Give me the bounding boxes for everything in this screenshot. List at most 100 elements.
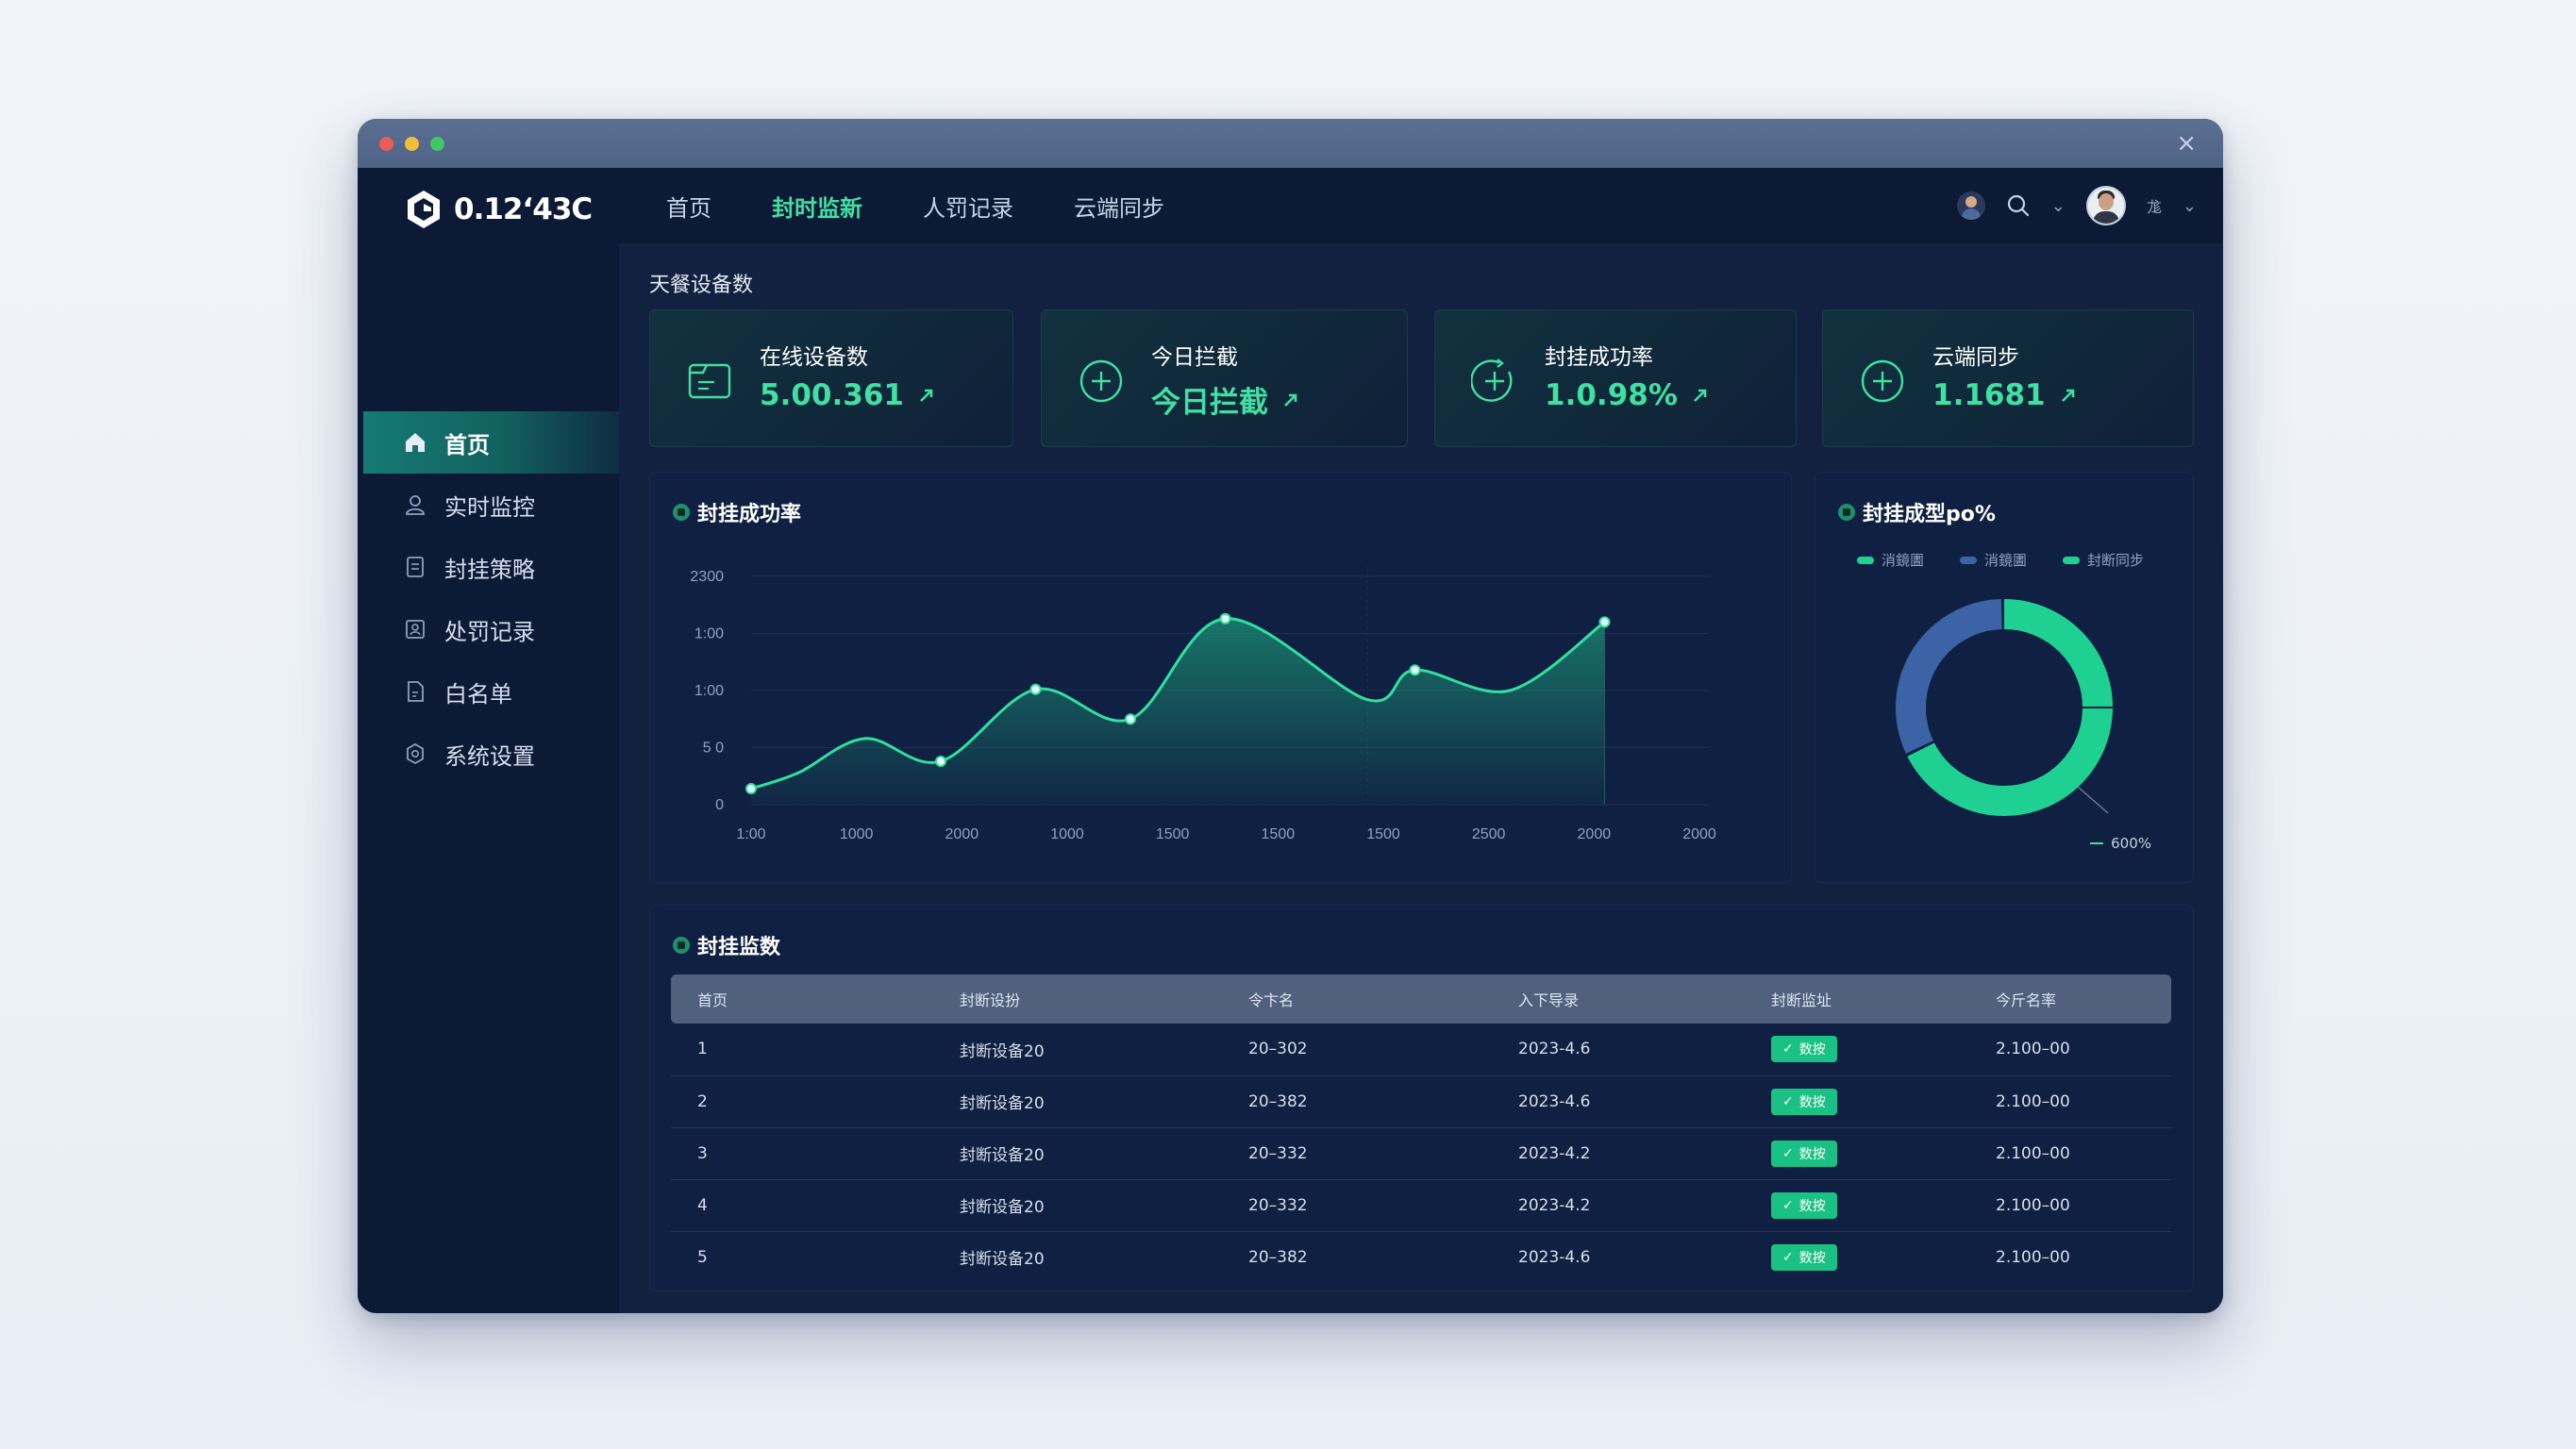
cell-device-code: 20–332 xyxy=(1222,1127,1492,1180)
data-point xyxy=(1219,612,1231,625)
column-header[interactable]: 首页 xyxy=(671,974,933,1024)
cell-record-date: 2023-4.6 xyxy=(1492,1024,1745,1076)
donut-chart-panel: 封挂成型po% 消鏡圕 消鏡圕 封断同步 600% xyxy=(1815,472,2194,883)
panel-title: 封挂监数 xyxy=(697,936,781,959)
status-badge[interactable]: ✓ 数按 xyxy=(1771,1191,1837,1219)
legend-label: 消鏡圕 xyxy=(1984,552,2028,569)
x-tick-label: 1500 xyxy=(1156,826,1190,842)
trend-up-icon xyxy=(1284,393,1297,407)
nav-tabs: 首页 封时监新 人罚记录 云端同步 xyxy=(666,168,1164,243)
sidebar-item-label: 处罚记录 xyxy=(444,618,535,645)
cell-device-code: 20–302 xyxy=(1222,1024,1492,1076)
maximize-window-dot[interactable] xyxy=(430,137,444,151)
cell-device-name: 封断设备20 xyxy=(933,1179,1222,1232)
plus-circle-icon xyxy=(1079,359,1123,403)
donut-slice[interactable] xyxy=(1896,599,2113,816)
app-window: × 0.12ʻ43C 首页 封时监新 人罚记录 云端同步 ⌄ xyxy=(358,119,2223,1313)
cell-device-name: 封断设备20 xyxy=(933,1024,1222,1076)
stat-value: 1.0.98% xyxy=(1545,378,1678,412)
table-row[interactable]: 4 封断设备20 20–332 2023-4.2 ✓ 数按 2.100–00 xyxy=(671,1179,2171,1232)
sidebar-item-label: 实时监控 xyxy=(444,493,535,521)
tab-monitor[interactable]: 封时监新 xyxy=(772,194,862,222)
donut-callout: 600% xyxy=(2090,835,2151,852)
sidebar-item-label: 白名单 xyxy=(444,680,512,708)
y-tick-label: 1:00 xyxy=(694,683,724,699)
refresh-plus-icon xyxy=(1471,358,1513,402)
close-icon[interactable]: × xyxy=(2176,129,2197,158)
stat-label: 今日拦截 xyxy=(1151,345,1238,370)
cell-rate: 2.100–00 xyxy=(1996,1247,2070,1267)
legend-swatch xyxy=(1960,556,1978,564)
table-row[interactable]: 1 封断设备20 20–302 2023-4.6 ✓ 数按 2.100–00 xyxy=(671,1024,2171,1076)
y-tick-label: 2300 xyxy=(690,569,724,585)
sidebar-item-penalty-records[interactable]: 处罚记录 xyxy=(363,598,619,660)
tab-penalty-records[interactable]: 人罚记录 xyxy=(923,194,1013,222)
search-icon[interactable] xyxy=(2006,193,2031,218)
cell-record-date: 2023-4.6 xyxy=(1518,1247,1591,1267)
donut-legend: 消鏡圕 消鏡圕 封断同步 xyxy=(1857,550,2144,570)
table-row[interactable]: 5 封断设备20 20–382 2023-4.6 ✓ 数按 2.100–00 xyxy=(671,1231,2171,1283)
legend-item[interactable]: 消鏡圕 xyxy=(1857,550,1924,570)
stat-value-row: 今日拦截 xyxy=(1151,378,1300,421)
x-tick-label: 1000 xyxy=(1050,826,1084,842)
area-fill xyxy=(751,618,1605,805)
cell-device-code: 20–332 xyxy=(1222,1179,1492,1232)
column-header[interactable]: 令卞名 xyxy=(1222,974,1492,1024)
x-tick-label: 2000 xyxy=(945,826,979,842)
tab-cloud-sync[interactable]: 云端同步 xyxy=(1074,194,1164,222)
stat-value-row: 1.0.98% xyxy=(1545,378,1710,412)
status-badge[interactable]: ✓ 数按 xyxy=(1771,1036,1837,1063)
status-badge[interactable]: ✓ 数按 xyxy=(1771,1140,1837,1167)
x-tick-label: 1000 xyxy=(840,826,874,842)
stat-card-ban-success-rate[interactable]: 封挂成功率 1.0.98% xyxy=(1434,309,1797,447)
column-header[interactable]: 今斤名率 xyxy=(1969,974,2171,1024)
donut-callout-value: 600% xyxy=(2111,835,2151,852)
status-badge[interactable]: ✓ 数按 xyxy=(1771,1088,1837,1115)
brand-logo-icon xyxy=(408,191,440,228)
column-header[interactable]: 封断监址 xyxy=(1745,974,1969,1024)
notification-avatar-icon[interactable] xyxy=(1956,192,1985,220)
brand-logo[interactable]: 0.12ʻ43C xyxy=(405,189,593,230)
cell-record-date: 2023-4.2 xyxy=(1492,1179,1745,1232)
chevron-down-icon[interactable]: ⌄ xyxy=(2050,195,2066,216)
table-row[interactable]: 3 封断设备20 20–332 2023-4.2 ✓ 数按 2.100–00 xyxy=(671,1127,2171,1180)
legend-item[interactable]: 封断同步 xyxy=(2063,550,2144,570)
column-header[interactable]: 封断设扮 xyxy=(933,974,1222,1024)
cell-status: ✓ 数按 xyxy=(1745,1127,1969,1180)
status-label: 数按 xyxy=(1798,1198,1826,1214)
sidebar-item-realtime-monitor[interactable]: 实时监控 xyxy=(363,474,619,536)
check-icon: ✓ xyxy=(1782,1197,1794,1213)
status-badge[interactable]: ✓ 数按 xyxy=(1771,1243,1837,1271)
user-name[interactable]: 尨 xyxy=(2146,198,2162,216)
column-header[interactable]: 入下导录 xyxy=(1492,974,1745,1024)
legend-item[interactable]: 消鏡圕 xyxy=(1960,550,2027,570)
sidebar-item-home[interactable]: 首页 xyxy=(363,411,619,474)
stat-card-cloud-sync[interactable]: 云端同步 1.1681 xyxy=(1822,309,2194,447)
user-menu-chevron-icon[interactable]: ⌄ xyxy=(2182,195,2197,216)
x-tick-label: 1500 xyxy=(1262,826,1296,842)
line-chart[interactable]: 2300 1:00 1:00 5 0 0 1:00 1000 2000 1000 1500 1500… xyxy=(650,473,1793,884)
y-tick-label: 5 0 xyxy=(703,741,724,757)
panel-marker-icon xyxy=(673,504,690,521)
top-navigation: 0.12ʻ43C 首页 封时监新 人罚记录 云端同步 ⌄ 尨 ⌄ xyxy=(358,168,2223,243)
cell-rate: 2.100–00 xyxy=(1969,1179,2171,1232)
cell-rate: 2.100–00 xyxy=(1969,1127,2171,1180)
trend-up-icon xyxy=(1693,389,1707,402)
minimize-window-dot[interactable] xyxy=(405,137,419,151)
sidebar-item-system-settings[interactable]: 系统设置 xyxy=(363,723,619,785)
x-tick-label: 2000 xyxy=(1682,826,1716,842)
sidebar-item-whitelist[interactable]: 白名单 xyxy=(363,660,619,723)
stat-card-online-devices[interactable]: 在线设备数 5.00.361 xyxy=(649,309,1013,447)
main-content: 天餐设备数 在线设备数 5.00.361 今日拦截 今日拦截 xyxy=(619,243,2223,1313)
table-row[interactable]: 2 封断设备20 20–382 2023-4.6 ✓ 数按 2.100–00 xyxy=(671,1075,2171,1128)
legend-swatch xyxy=(1857,556,1874,564)
user-avatar[interactable] xyxy=(2085,186,2126,225)
sidebar-item-ban-strategy[interactable]: 封挂策略 xyxy=(363,536,619,598)
stat-value: 今日拦截 xyxy=(1151,386,1268,420)
close-window-dot[interactable] xyxy=(379,137,393,151)
stat-card-today-blocked[interactable]: 今日拦截 今日拦截 xyxy=(1041,309,1408,447)
donut-chart[interactable] xyxy=(1815,473,2195,884)
trend-up-icon xyxy=(920,389,933,402)
data-point xyxy=(1598,616,1611,628)
tab-home[interactable]: 首页 xyxy=(666,194,711,222)
